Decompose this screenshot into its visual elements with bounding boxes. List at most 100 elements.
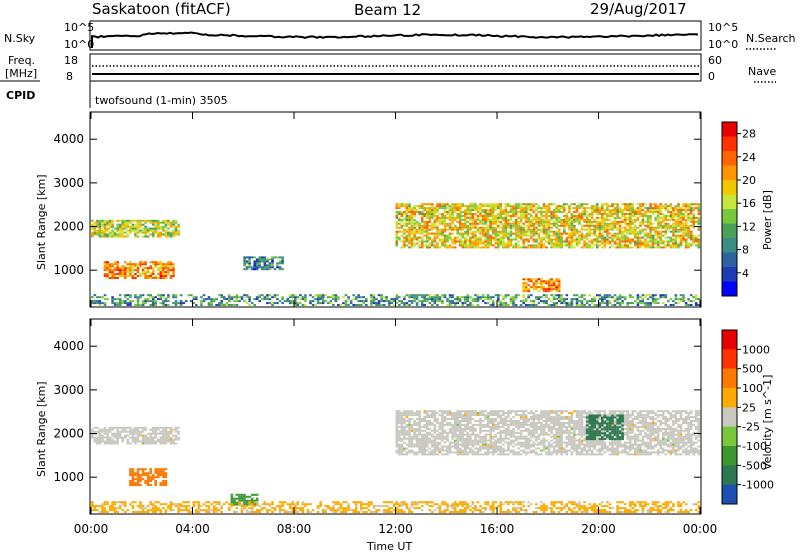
heatmap-cell [464, 443, 467, 446]
heatmap-cell [557, 236, 561, 239]
heatmap-cell [108, 430, 112, 433]
heatmap-cell [565, 451, 569, 454]
heatmap-cell [667, 244, 670, 247]
heatmap-cell [387, 302, 391, 305]
heatmap-cell [682, 222, 685, 225]
heatmap-cell [616, 300, 619, 303]
heatmap-cell [431, 228, 434, 231]
heatmap-cell [433, 439, 437, 442]
heatmap-cell [425, 445, 429, 448]
heatmap-cell [697, 209, 701, 212]
heatmap-cell [443, 435, 447, 438]
heatmap-cell [580, 236, 584, 239]
heatmap-cell [428, 244, 432, 247]
heatmap-cell [471, 441, 475, 444]
heatmap-cell [552, 423, 556, 426]
freq-label: Freq. [8, 54, 36, 67]
heatmap-cell [530, 439, 533, 442]
heatmap-cell [565, 449, 569, 452]
heatmap-cell [154, 472, 157, 475]
heatmap-cell [433, 445, 437, 448]
heatmap-cell [484, 213, 487, 215]
heatmap-cell [167, 434, 170, 437]
heatmap-cell [684, 228, 688, 231]
heatmap-cell [664, 232, 668, 235]
heatmap-cell [542, 427, 546, 430]
heatmap-cell [601, 216, 604, 219]
heatmap-cell [443, 244, 447, 247]
heatmap-cell [644, 224, 647, 227]
heatmap-cell [557, 220, 561, 223]
heatmap-cell [154, 304, 157, 306]
heatmap-cell [519, 218, 523, 221]
heatmap-cell [469, 451, 472, 454]
heatmap-cell [606, 304, 609, 306]
heatmap-cell [542, 437, 546, 440]
heatmap-cell [484, 234, 487, 237]
heatmap-cell [111, 229, 114, 232]
heatmap-cell [111, 426, 114, 429]
heatmap-cell [489, 414, 492, 417]
heatmap-cell [621, 203, 624, 206]
heatmap-cell [441, 423, 444, 426]
heatmap-cell [502, 439, 505, 442]
heatmap-cell [403, 224, 406, 227]
heatmap-cell [405, 207, 409, 210]
heatmap-cell [441, 412, 444, 415]
heatmap-cell [634, 236, 637, 239]
heatmap-cell [141, 442, 145, 445]
heatmap-cell [547, 211, 551, 213]
heatmap-cell [433, 236, 437, 239]
heatmap-cell [540, 286, 543, 289]
heatmap-cell [448, 232, 452, 235]
heatmap-cell [118, 300, 122, 303]
heatmap-cell [451, 294, 454, 297]
heatmap-cell [126, 434, 130, 437]
heatmap-cell [555, 441, 558, 444]
heatmap-cell [565, 218, 569, 221]
heatmap-cell [596, 216, 599, 219]
heatmap-cell [395, 294, 399, 297]
heatmap-cell [441, 215, 444, 217]
heatmap-cell [276, 302, 279, 305]
heatmap-cell [507, 220, 510, 223]
heatmap-cell [631, 207, 635, 210]
heatmap-cell [296, 296, 300, 299]
heatmap-cell [596, 240, 599, 243]
heatmap-cell [639, 296, 642, 299]
heatmap-cell [583, 207, 586, 210]
heatmap-cell [116, 432, 119, 435]
heatmap-cell [532, 218, 536, 221]
cpid-label: CPID [6, 89, 36, 102]
heatmap-cell [154, 261, 157, 264]
heatmap-cell [448, 234, 452, 237]
heatmap-cell [436, 230, 439, 233]
heatmap-cell [425, 414, 429, 417]
heatmap-cell [494, 445, 498, 448]
heatmap-cell [106, 233, 109, 236]
heatmap-cell [469, 435, 472, 438]
heatmap-cell [598, 304, 602, 306]
heatmap-cell [697, 218, 701, 221]
heatmap-cell [479, 232, 482, 235]
heatmap-cell [540, 216, 543, 219]
heatmap-cell [464, 451, 467, 454]
heatmap-cell [164, 440, 168, 443]
heatmap-cell [448, 205, 452, 208]
heatmap-cell [568, 437, 571, 440]
heatmap-cell [499, 242, 503, 245]
heatmap-cell [235, 298, 239, 301]
heatmap-cell [415, 224, 419, 227]
heatmap-cell [555, 278, 558, 281]
heatmap-cell [451, 431, 454, 434]
heatmap-cell [644, 238, 647, 241]
heatmap-cell [278, 256, 282, 259]
heatmap-cell [431, 224, 434, 227]
heatmap-cell [418, 431, 421, 434]
heatmap-cell [425, 246, 429, 249]
heatmap-cell [126, 229, 130, 232]
heatmap-cell [575, 215, 579, 217]
heatmap-cell [141, 470, 145, 473]
heatmap-cell [443, 220, 447, 223]
heatmap-cell [598, 294, 602, 297]
